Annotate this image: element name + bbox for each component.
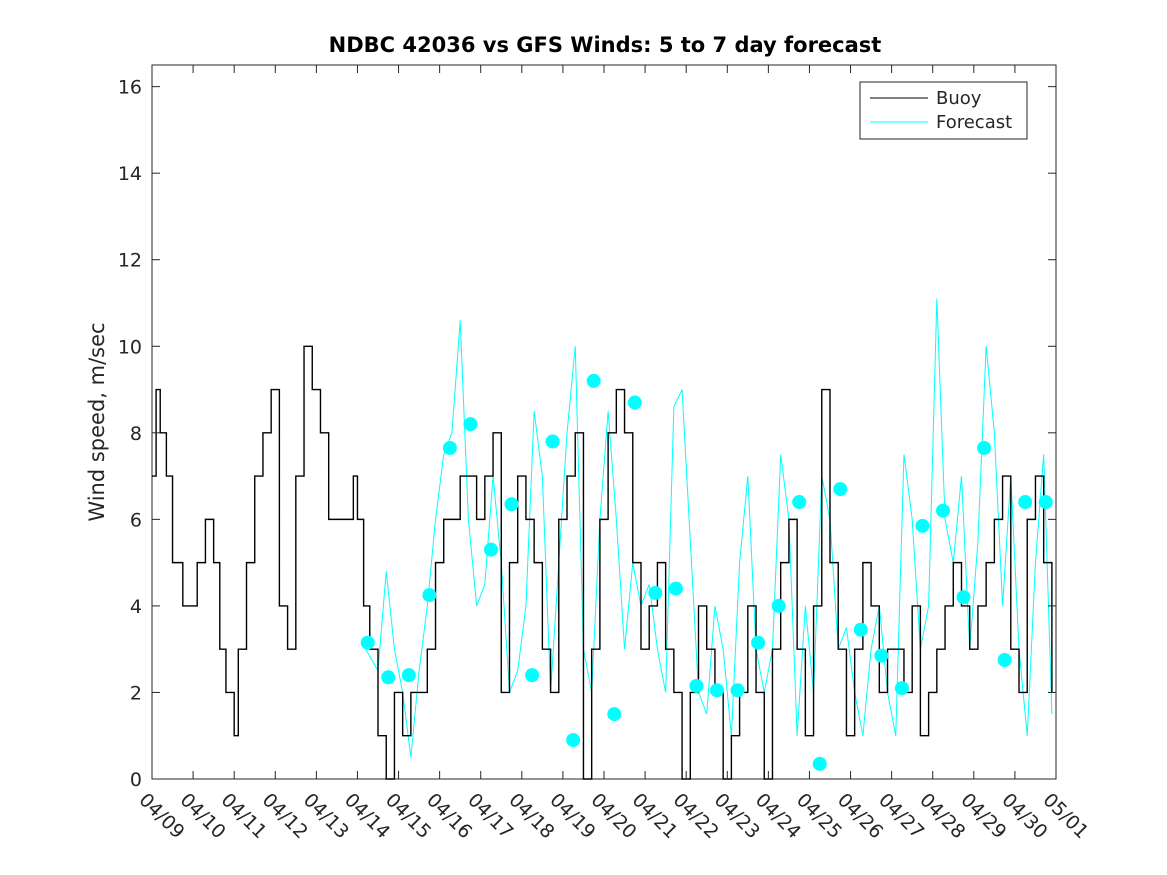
- forecast-point-marker: [1038, 495, 1053, 510]
- forecast-point-marker: [442, 440, 457, 455]
- forecast-point-marker: [525, 668, 540, 683]
- forecast-point-marker: [627, 395, 642, 410]
- forecast-point-marker: [689, 678, 704, 693]
- legend-box: [859, 81, 1028, 140]
- forecast-point-marker: [607, 707, 622, 722]
- y-tick-label: 8: [130, 423, 142, 445]
- forecast-point-marker: [463, 417, 478, 432]
- legend: Buoy Forecast: [859, 81, 1028, 140]
- series-layer: [152, 298, 1053, 780]
- forecast-point-marker: [936, 503, 950, 518]
- forecast-point-marker: [812, 756, 827, 771]
- forecast-point-marker: [648, 585, 663, 600]
- forecast-point-marker: [1018, 495, 1033, 510]
- forecast-point-marker: [894, 681, 909, 696]
- forecast-point-marker: [422, 588, 437, 603]
- forecast-point-marker: [545, 434, 560, 449]
- y-tick-label: 16: [118, 77, 142, 99]
- forecast-point-marker: [956, 590, 971, 605]
- forecast-point-marker: [751, 635, 766, 650]
- forecast-point-marker: [504, 497, 519, 512]
- chart-title: NDBC 42036 vs GFS Winds: 5 to 7 day fore…: [329, 33, 882, 57]
- y-tick-label: 10: [118, 336, 142, 358]
- forecast-point-marker: [915, 518, 930, 533]
- y-tick-label: 2: [130, 682, 142, 704]
- forecast-point-marker: [668, 581, 683, 596]
- legend-buoy-label: Buoy: [936, 88, 982, 109]
- legend-forecast-label: Forecast: [936, 112, 1012, 133]
- y-axis-ticks: 0 2 4 6 8 10 12 14 16: [118, 77, 1056, 791]
- forecast-point-marker: [401, 668, 416, 683]
- forecast-point-marker: [977, 440, 992, 455]
- y-axis-label: Wind speed, m/sec: [85, 322, 109, 521]
- y-tick-label: 4: [130, 596, 142, 618]
- forecast-point-marker: [566, 733, 581, 748]
- forecast-point-marker: [997, 653, 1012, 667]
- forecast-point-marker: [484, 542, 498, 557]
- y-tick-label: 12: [118, 250, 142, 272]
- forecast-point-marker: [730, 683, 745, 698]
- y-tick-label: 6: [130, 509, 142, 531]
- forecast-point-marker: [874, 648, 889, 663]
- series-forecast-line: [365, 298, 1053, 758]
- y-tick-label: 14: [118, 163, 142, 185]
- forecast-point-marker: [360, 635, 375, 650]
- y-tick-label: 0: [130, 769, 142, 791]
- forecast-point-marker: [771, 598, 786, 613]
- forecast-point-marker: [792, 495, 807, 510]
- forecast-point-marker: [381, 670, 396, 685]
- forecast-point-marker: [853, 622, 868, 637]
- forecast-point-marker: [710, 683, 724, 698]
- series-buoy-line: [152, 345, 1053, 780]
- forecast-point-marker: [586, 373, 601, 388]
- forecast-point-marker: [833, 482, 848, 497]
